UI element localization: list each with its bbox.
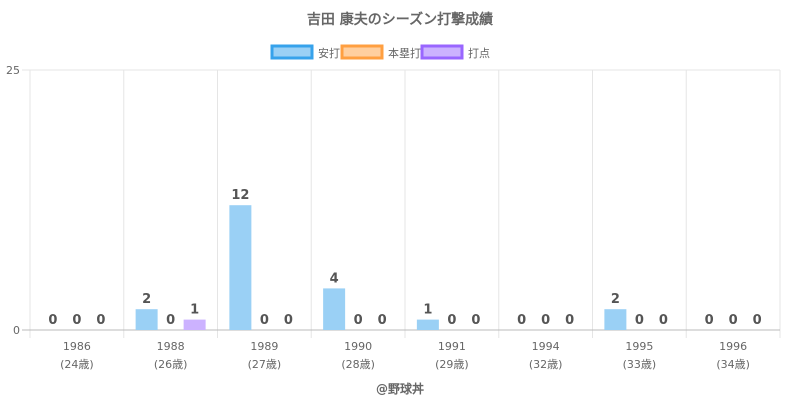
- bar-value-label: 0: [705, 313, 714, 328]
- x-tick-sublabel: (24歳): [60, 358, 94, 371]
- bar-value-label: 0: [354, 313, 363, 328]
- bar-value-label: 2: [611, 292, 620, 307]
- bar-value-label: 0: [260, 313, 269, 328]
- bar-value-label: 12: [231, 188, 249, 203]
- x-tick-sublabel: (34歳): [716, 358, 750, 371]
- x-tick-label: 1996: [719, 340, 747, 353]
- bar: [135, 309, 158, 330]
- bar: [323, 288, 346, 330]
- bar-value-label: 0: [729, 313, 738, 328]
- legend: 安打 本塁打 打点: [270, 44, 490, 60]
- x-tick-label: 1990: [344, 340, 372, 353]
- x-tick-sublabel: (26歳): [154, 358, 188, 371]
- bar-value-label: 4: [330, 271, 339, 286]
- y-tick-label: 25: [6, 64, 20, 77]
- x-tick-sublabel: (27歳): [248, 358, 282, 371]
- bar-value-label: 0: [659, 313, 668, 328]
- legend-label: 本塁打: [388, 46, 421, 60]
- y-axis: 0 25: [6, 64, 20, 337]
- x-tick-sublabel: (32歳): [529, 358, 563, 371]
- bar-value-label: 0: [96, 313, 105, 328]
- legend-swatch: [420, 44, 464, 60]
- credit-text: @野球丼: [376, 381, 424, 396]
- bar-value-label: 0: [565, 313, 574, 328]
- legend-swatch: [270, 44, 314, 60]
- bar-value-label: 0: [447, 313, 456, 328]
- y-tick-label: 0: [13, 324, 20, 337]
- bars: [135, 205, 627, 330]
- grid: [22, 69, 781, 338]
- x-tick-label: 1991: [438, 340, 466, 353]
- bar-value-label: 0: [517, 313, 526, 328]
- bar: [229, 205, 252, 330]
- x-tick-label: 1995: [625, 340, 653, 353]
- bar-value-label: 0: [72, 313, 81, 328]
- bar-value-label: 1: [190, 303, 199, 318]
- bar-value-label: 0: [541, 313, 550, 328]
- x-tick-label: 1988: [157, 340, 185, 353]
- bar-value-label: 0: [284, 313, 293, 328]
- x-axis: 1986 (24歳) 1988 (26歳) 1989 (27歳) 1990 (28歳) 1991…: [60, 340, 750, 371]
- bar-value-label: 2: [142, 292, 151, 307]
- bar-value-label: 0: [166, 313, 175, 328]
- legend-swatch: [340, 44, 384, 60]
- bar-value-label: 0: [471, 313, 480, 328]
- legend-label: 安打: [318, 46, 340, 60]
- bar-value-label: 0: [753, 313, 762, 328]
- bar: [604, 309, 627, 330]
- x-tick-sublabel: (28歳): [341, 358, 375, 371]
- x-tick-sublabel: (29歳): [435, 358, 469, 371]
- legend-label: 打点: [468, 46, 490, 60]
- bar-value-label: 1: [423, 303, 432, 318]
- x-tick-label: 1986: [63, 340, 91, 353]
- bar-value-label: 0: [635, 313, 644, 328]
- x-tick-label: 1994: [532, 340, 560, 353]
- bar-value-label: 0: [48, 313, 57, 328]
- x-tick-sublabel: (33歳): [623, 358, 657, 371]
- bar: [416, 319, 439, 330]
- bar: [183, 319, 206, 330]
- bar-value-label: 0: [378, 313, 387, 328]
- x-tick-label: 1989: [250, 340, 278, 353]
- chart-title: 吉田 康夫のシーズン打撃成績: [307, 11, 493, 28]
